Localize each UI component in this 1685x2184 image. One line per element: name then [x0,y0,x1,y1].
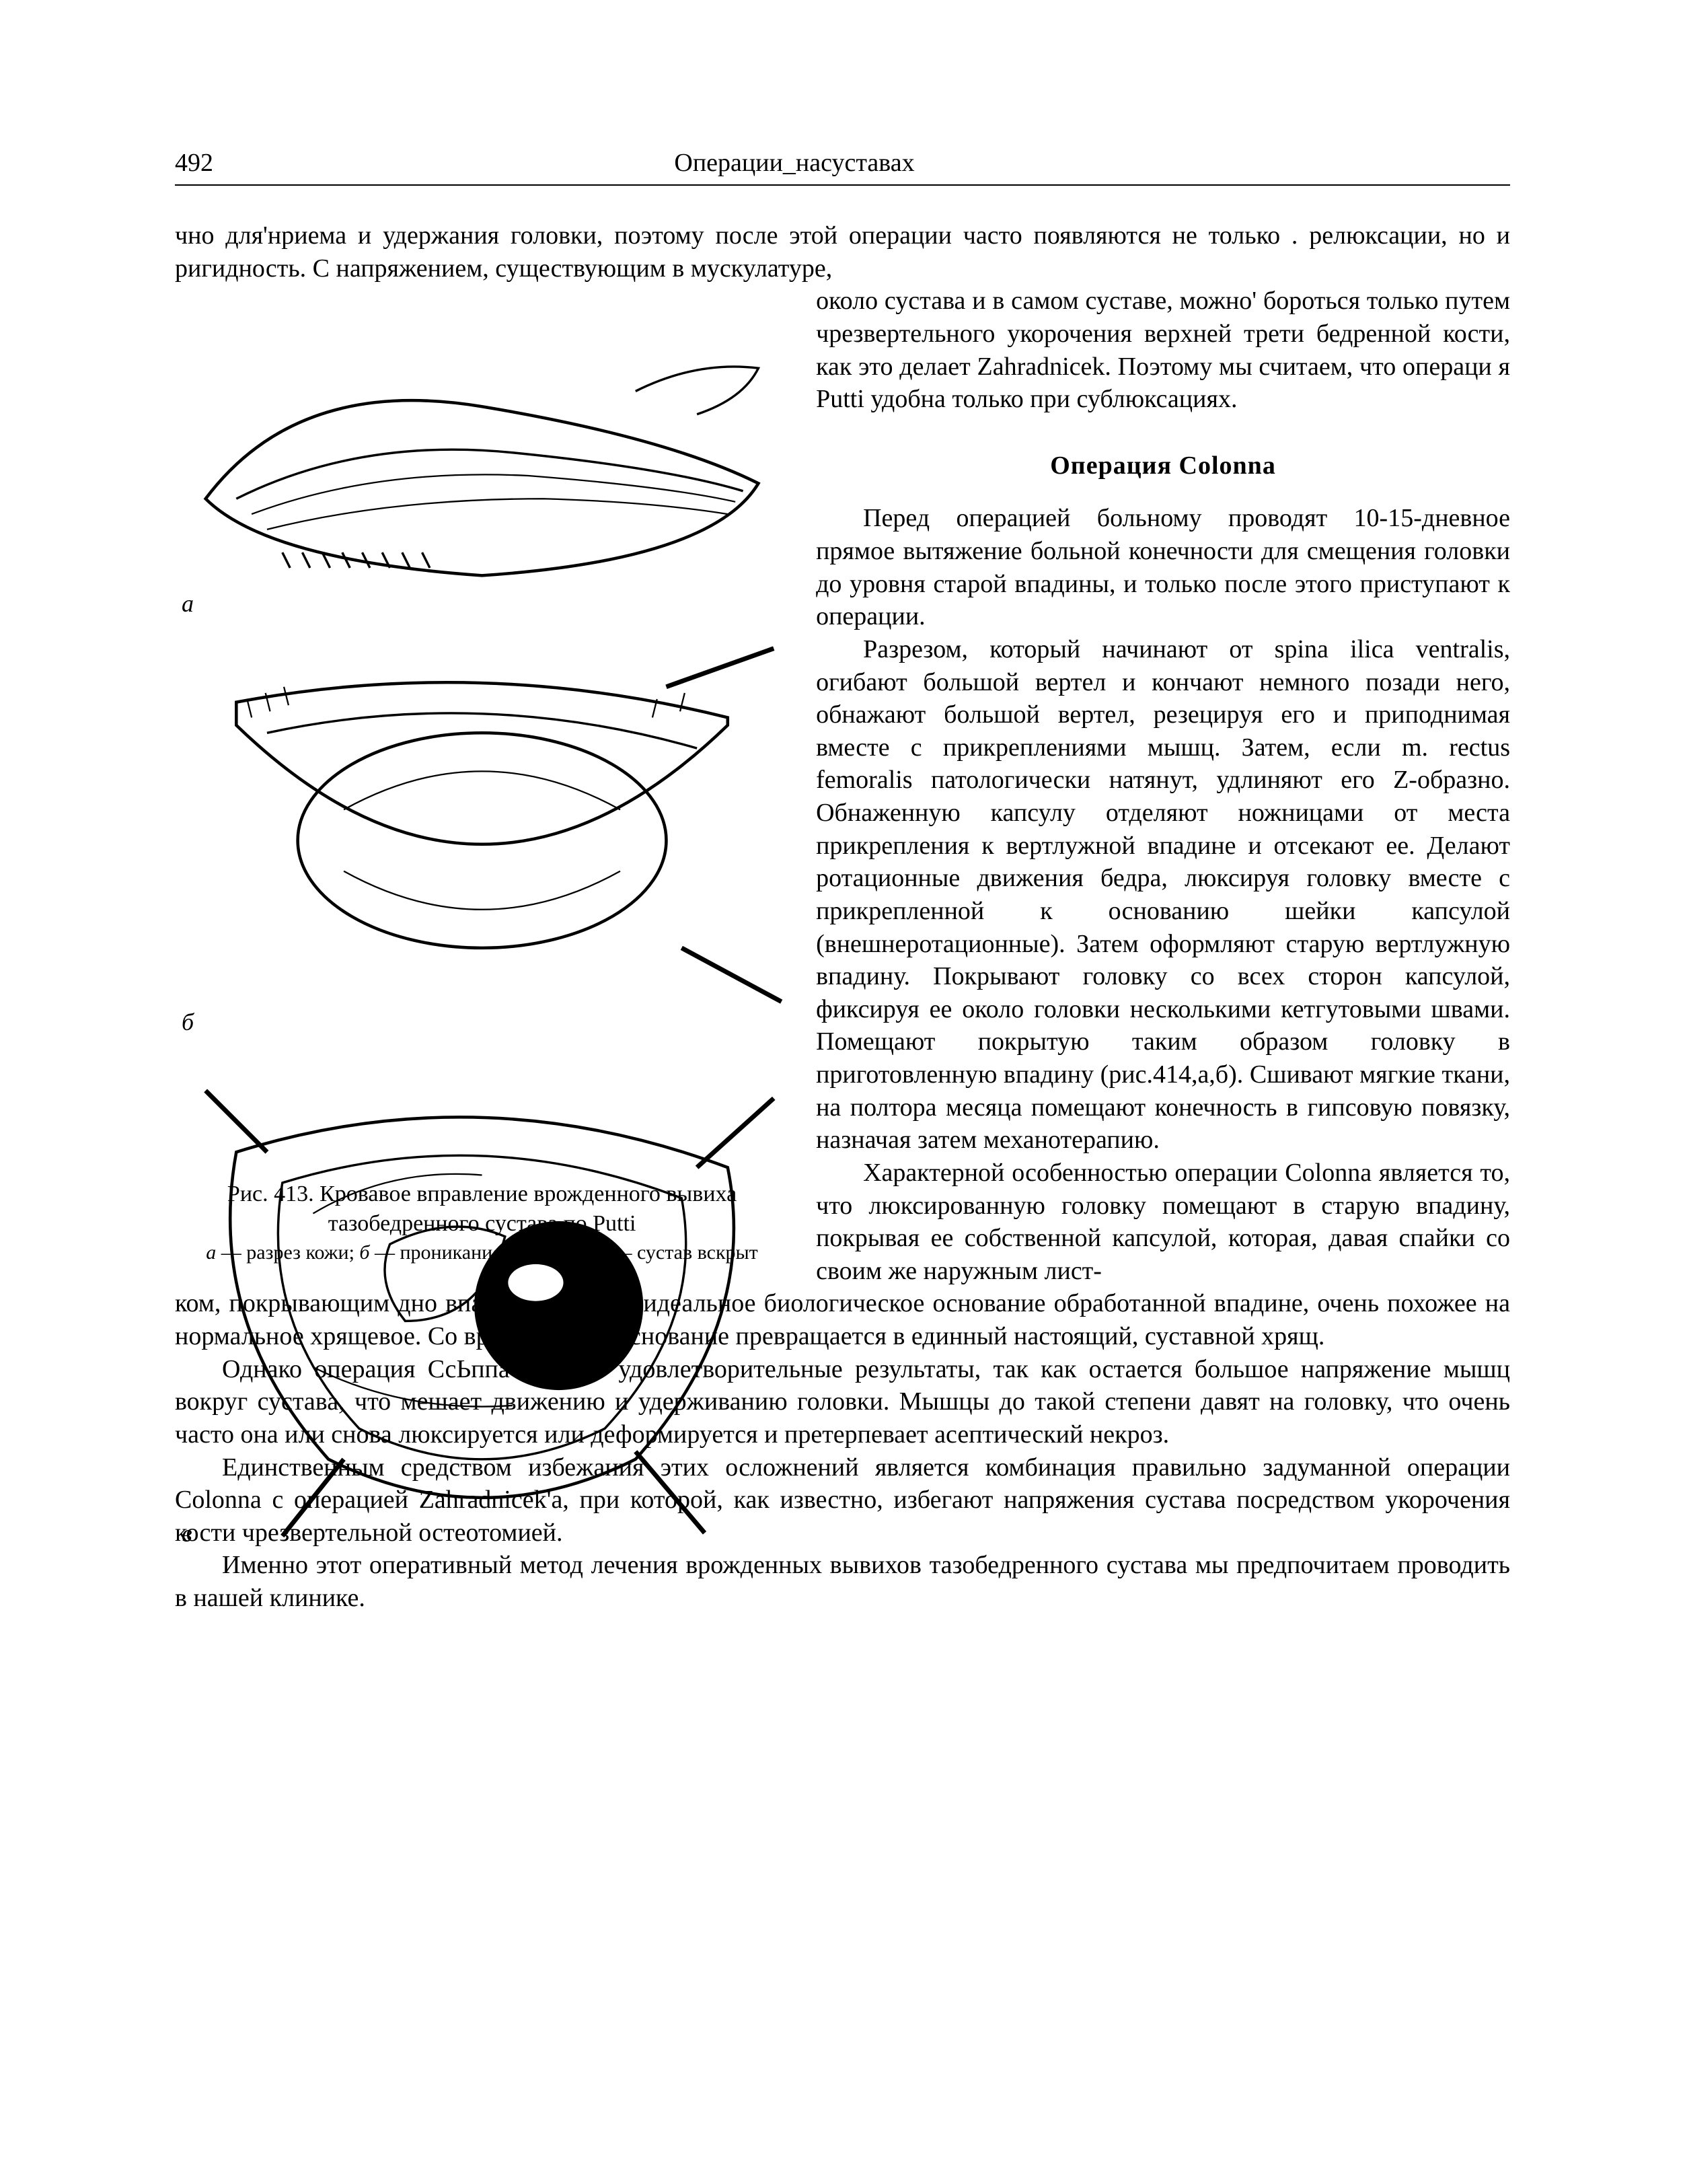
surgical-illustration-a-icon [175,310,789,626]
page-header: 492 Операции_насуставах [175,148,1510,178]
figure-413: а б [175,298,789,1159]
header-spacer [1456,148,1510,178]
left-column: а б [175,285,789,1287]
header-rule [175,184,1510,186]
body-text: чно для'нриема и удержания головки, поэт… [175,219,1510,1615]
figure-panel-c: в [175,1056,789,1556]
right-column: около сустава и в самом суставе, можно' … [816,285,1510,1287]
figure-panel-b: б [175,636,789,1044]
right-top-continuation: около сустава и в самом суставе, можно' … [816,285,1510,416]
below-para-3: Именно этот оперативный метод лечения вр… [175,1549,1510,1614]
figure-label-c: в [182,1518,192,1549]
two-column-region: а б [175,285,1510,1287]
section-heading-colonna: Операция Colonna [816,449,1510,482]
figure-label-a: а [182,588,194,619]
surgical-illustration-b-icon [175,636,789,1044]
intro-paragraph: чно для'нриема и удержания головки, поэт… [175,219,1510,285]
figure-panel-a: а [175,310,789,626]
colonna-para-2: Разрезом, который начинают от spina ilic… [816,633,1510,1157]
figure-label-b: б [182,1007,194,1038]
running-head: Операции_насуставах [133,148,1456,178]
page: 492 Операции_насуставах чно для'нриема и… [0,0,1685,2184]
surgical-illustration-c-icon [175,1056,789,1556]
colonna-para-1: Перед операцией больному проводят 10-15-… [816,502,1510,633]
colonna-para-3-right: Характерной особенностью операции Colonn… [816,1157,1510,1288]
